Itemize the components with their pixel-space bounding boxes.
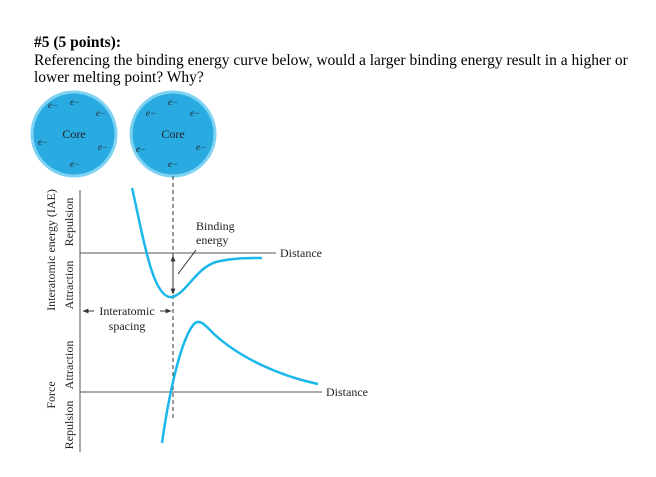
atom-right: Core e− e− e− e− e− e− xyxy=(129,90,217,178)
binding-energy-label-line1: Binding xyxy=(196,219,235,233)
electron-label: e− xyxy=(196,142,206,152)
question-text: Referencing the binding energy curve bel… xyxy=(34,52,628,86)
binding-energy-leader xyxy=(177,249,197,275)
question-block: #5 (5 points): Referencing the binding e… xyxy=(34,34,646,86)
binding-energy-label-line2: energy xyxy=(196,233,228,247)
electron-label: e− xyxy=(146,108,156,118)
force-repulsion-label: Repulsion xyxy=(62,401,76,450)
electron-label: e− xyxy=(96,108,106,118)
atom-left: Core e− e− e− e− e− e− xyxy=(30,90,118,178)
question-heading: #5 (5 points): xyxy=(34,34,121,51)
interatomic-spacing-label-line1: Interatomic xyxy=(99,304,154,318)
electron-label: e− xyxy=(136,144,146,154)
force-curve xyxy=(160,320,319,444)
energy-curve xyxy=(130,187,263,299)
electron-label: e− xyxy=(98,142,108,152)
electron-label: e− xyxy=(48,100,58,110)
electron-label: e− xyxy=(70,159,80,169)
atom-left-circle xyxy=(30,90,118,178)
interatomic-spacing-label-line2: spacing xyxy=(109,319,146,333)
energy-attraction-label: Attraction xyxy=(62,261,76,310)
energy-axis-title: Interatomic energy (IAE) xyxy=(44,189,58,311)
atom-left-core-label: Core xyxy=(62,127,85,141)
electron-label: e− xyxy=(168,97,178,107)
electron-label: e− xyxy=(168,159,178,169)
energy-repulsion-label: Repulsion xyxy=(62,198,76,247)
electron-label: e− xyxy=(38,137,48,147)
energy-distance-label: Distance xyxy=(280,246,322,260)
atom-right-core-label: Core xyxy=(161,127,184,141)
force-distance-label: Distance xyxy=(326,385,368,399)
force-attraction-label: Attraction xyxy=(62,341,76,390)
force-axis-title: Force xyxy=(44,381,58,408)
electron-label: e− xyxy=(70,97,80,107)
electron-label: e− xyxy=(190,108,200,118)
